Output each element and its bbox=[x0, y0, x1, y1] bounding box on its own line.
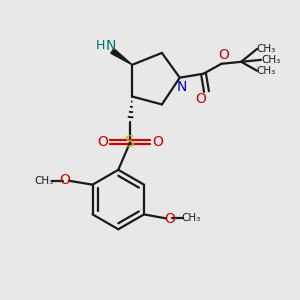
Text: S: S bbox=[125, 135, 135, 150]
Text: O: O bbox=[218, 48, 229, 62]
Text: CH₃: CH₃ bbox=[261, 55, 280, 65]
Text: O: O bbox=[59, 173, 70, 187]
Text: N: N bbox=[105, 39, 116, 53]
Text: O: O bbox=[195, 92, 206, 106]
Text: N: N bbox=[176, 80, 187, 94]
Text: CH₃: CH₃ bbox=[256, 44, 275, 54]
Text: O: O bbox=[152, 135, 164, 149]
Text: CH₃: CH₃ bbox=[181, 213, 200, 224]
Text: CH₃: CH₃ bbox=[34, 176, 54, 186]
Text: CH₃: CH₃ bbox=[256, 66, 275, 76]
Polygon shape bbox=[111, 49, 132, 65]
Text: O: O bbox=[97, 135, 108, 149]
Text: O: O bbox=[164, 212, 175, 226]
Text: H: H bbox=[96, 40, 105, 52]
